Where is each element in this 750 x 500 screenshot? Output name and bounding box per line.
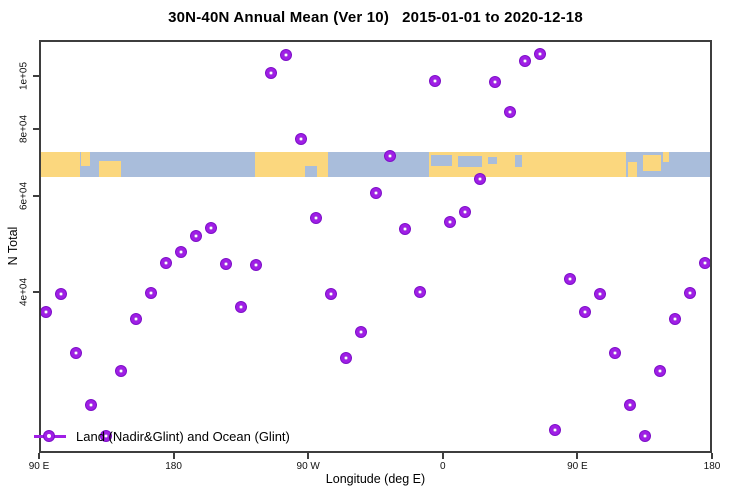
data-point — [415, 286, 426, 297]
data-point — [71, 347, 82, 358]
data-point — [220, 259, 231, 270]
data-point — [385, 151, 396, 162]
x-tick-label: 180 — [703, 461, 721, 472]
x-tick-mark — [38, 453, 40, 459]
data-point — [684, 288, 695, 299]
world-map-band — [39, 152, 712, 177]
sea-patch — [430, 154, 452, 166]
x-axis-title: Longitude (deg E) — [325, 472, 426, 486]
data-point — [131, 313, 142, 324]
data-point — [564, 273, 575, 284]
sea-patch — [514, 154, 523, 167]
data-point — [475, 173, 486, 184]
land-segment — [39, 152, 81, 177]
data-point — [654, 366, 665, 377]
data-point — [355, 326, 366, 337]
sea-patch — [457, 155, 482, 167]
island-patch — [80, 152, 90, 166]
data-point — [430, 75, 441, 86]
data-point — [669, 313, 680, 324]
sea-patch — [487, 157, 497, 165]
data-point — [235, 302, 246, 313]
data-point — [191, 231, 202, 242]
plot-area — [39, 40, 712, 453]
x-tick-label: 90 W — [296, 461, 320, 472]
land-segment — [255, 152, 329, 177]
y-tick-label: 6e+04 — [18, 182, 30, 211]
data-point — [340, 353, 351, 364]
data-point — [624, 399, 635, 410]
data-point — [310, 212, 321, 223]
x-tick-label: 0 — [440, 461, 446, 472]
data-point — [609, 347, 620, 358]
y-tick-mark — [33, 127, 39, 130]
y-tick-mark — [33, 290, 39, 293]
data-point — [265, 67, 276, 78]
data-point — [205, 222, 216, 233]
island-patch — [643, 154, 662, 171]
data-point — [445, 217, 456, 228]
island-patch — [662, 152, 669, 162]
data-point — [101, 431, 112, 442]
y-tick-label: 4e+04 — [18, 277, 30, 307]
data-point — [86, 399, 97, 410]
data-point — [699, 258, 710, 269]
x-tick-label: 90 E — [28, 461, 50, 472]
y-tick-mark — [33, 74, 39, 77]
data-point — [280, 50, 291, 61]
x-tick-mark — [576, 453, 579, 459]
data-point — [146, 288, 157, 299]
x-tick-label: 180 — [165, 461, 182, 472]
data-point — [56, 288, 67, 299]
data-point — [400, 223, 411, 234]
data-point — [325, 288, 336, 299]
data-point — [520, 55, 531, 66]
data-point — [639, 431, 650, 442]
island-patch — [628, 161, 638, 177]
x-tick-mark — [307, 453, 310, 459]
data-point — [505, 107, 516, 118]
y-tick-mark — [33, 195, 39, 198]
data-point — [370, 187, 381, 198]
data-point — [490, 76, 501, 87]
y-tick-label: 1e+05 — [18, 61, 30, 91]
data-point — [161, 258, 172, 269]
island-patch — [98, 160, 122, 177]
data-point — [176, 246, 187, 257]
data-point — [460, 206, 471, 217]
data-point — [250, 259, 261, 270]
data-point — [579, 306, 590, 317]
data-point — [549, 424, 560, 435]
y-axis-title: N Total — [6, 226, 20, 266]
data-point — [41, 306, 52, 317]
sea-patch — [305, 165, 318, 177]
x-tick-label: 90 E — [567, 461, 588, 472]
y-tick-label: 8e+04 — [18, 114, 30, 143]
x-tick-mark — [172, 453, 175, 459]
chart-title: 30N-40N Annual Mean (Ver 10) 2015-01-01 … — [168, 9, 583, 26]
data-point — [295, 133, 306, 144]
x-tick-mark — [711, 453, 713, 459]
data-point — [535, 48, 545, 59]
data-point — [116, 366, 127, 377]
data-point — [594, 288, 605, 299]
x-tick-mark — [441, 453, 444, 459]
